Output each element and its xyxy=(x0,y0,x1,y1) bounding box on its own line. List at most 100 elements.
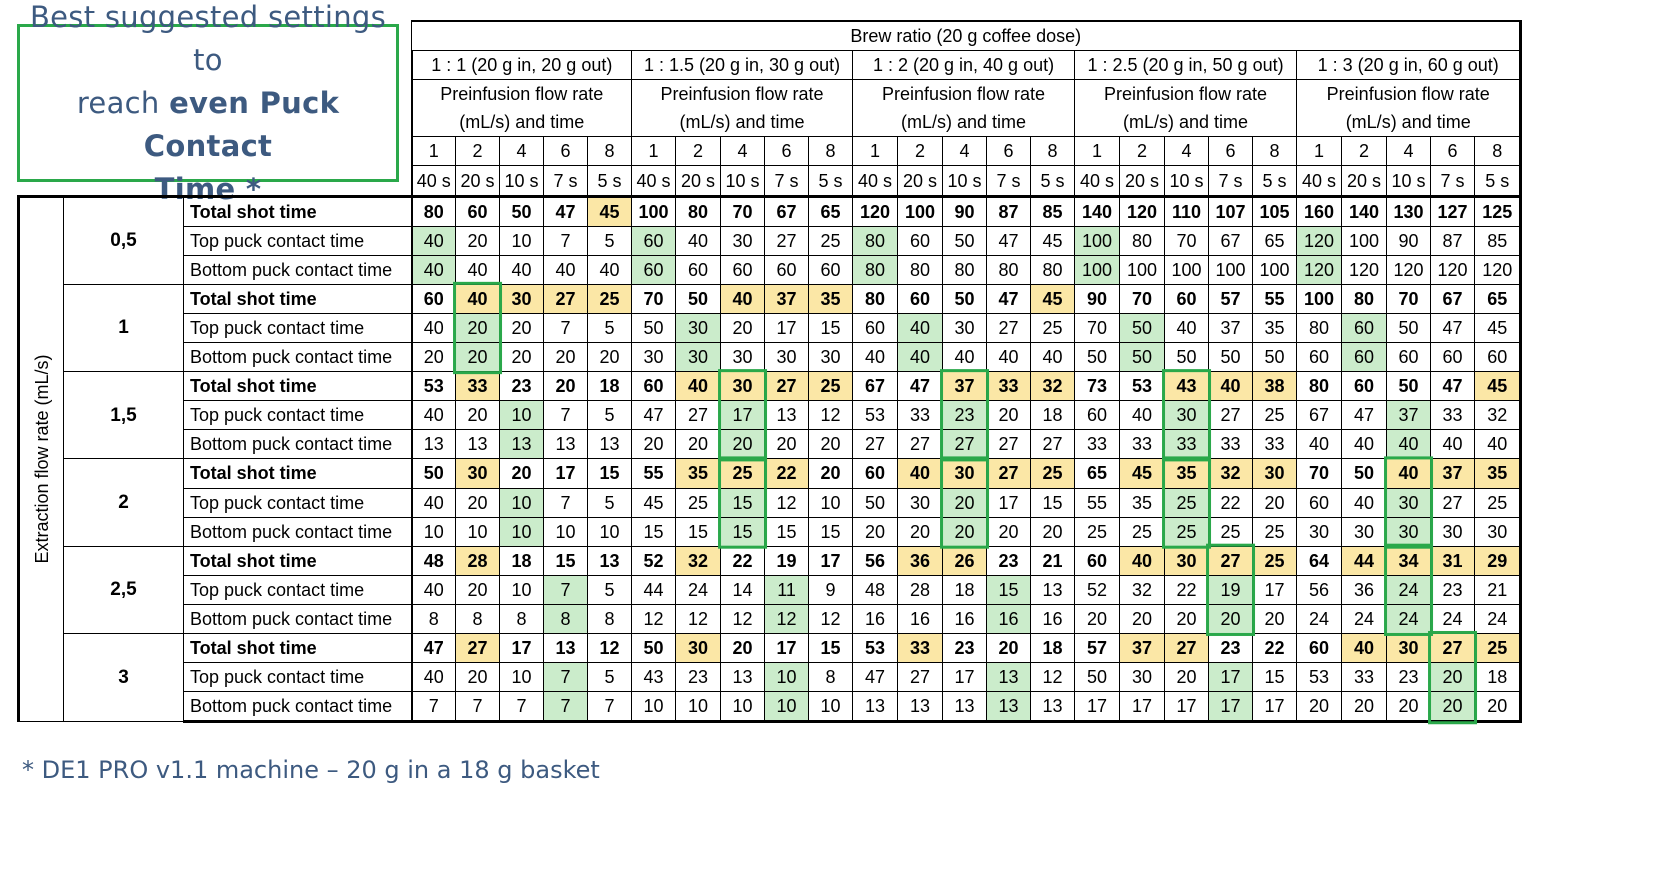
preinfusion-rate: 2 xyxy=(455,136,501,167)
value-cell: 25 xyxy=(1030,312,1076,344)
preinfusion-time: 40 s xyxy=(1074,165,1121,197)
value-cell: 32 xyxy=(1474,400,1523,431)
preinfusion-rate: 8 xyxy=(808,136,854,167)
value-cell: 27 xyxy=(1164,632,1210,664)
value-cell: 17 xyxy=(1074,691,1121,724)
value-cell: 20 xyxy=(455,574,501,605)
value-cell: 25 xyxy=(587,283,633,314)
row-label: Bottom puck contact time xyxy=(182,429,413,460)
value-cell: 100 xyxy=(1074,225,1121,256)
value-cell: 40 xyxy=(455,254,501,285)
preinfusion-rate: 4 xyxy=(499,136,545,167)
value-cell: 32 xyxy=(1030,371,1076,402)
value-cell: 80 xyxy=(852,254,899,285)
value-cell: 35 xyxy=(1474,458,1523,489)
value-cell: 13 xyxy=(720,662,766,693)
preinfusion-rate: 8 xyxy=(1030,136,1076,167)
preinfusion-time: 5 s xyxy=(587,165,633,197)
value-cell: 40 xyxy=(1474,429,1523,460)
ratio-group-header: 1 : 2 (20 g in, 40 g out) xyxy=(852,50,1076,81)
value-cell: 53 xyxy=(852,632,899,664)
value-cell: 30 xyxy=(675,312,722,344)
value-cell: 20 xyxy=(720,312,766,344)
value-cell: 13 xyxy=(897,691,944,724)
value-cell: 31 xyxy=(1430,545,1476,576)
value-cell: 25 xyxy=(720,458,766,489)
value-cell: 37 xyxy=(1208,312,1254,344)
value-cell: 25 xyxy=(808,225,854,256)
value-cell: 18 xyxy=(942,574,988,605)
extraction-flow-value: 0,5 xyxy=(63,194,184,285)
value-cell: 18 xyxy=(1474,662,1523,693)
value-cell: 60 xyxy=(1296,342,1343,373)
value-cell: 50 xyxy=(631,312,677,344)
value-cell: 24 xyxy=(1341,603,1388,634)
value-cell: 60 xyxy=(631,225,677,256)
value-cell: 5 xyxy=(587,662,633,693)
value-cell: 40 xyxy=(1030,342,1076,373)
value-cell: 19 xyxy=(1208,574,1254,605)
value-cell: 60 xyxy=(1430,342,1476,373)
value-cell: 20 xyxy=(455,225,501,256)
value-cell: 17 xyxy=(1164,691,1210,724)
preinfusion-rate: 6 xyxy=(1208,136,1254,167)
value-cell: 15 xyxy=(808,312,854,344)
value-cell: 47 xyxy=(543,194,589,227)
row-label: Bottom puck contact time xyxy=(182,691,413,724)
value-cell: 40 xyxy=(410,225,457,256)
value-cell: 37 xyxy=(1119,632,1166,664)
value-cell: 13 xyxy=(543,429,589,460)
preinfusion-rate: 8 xyxy=(1252,136,1298,167)
value-cell: 24 xyxy=(1474,603,1523,634)
value-cell: 20 xyxy=(1074,603,1121,634)
value-cell: 30 xyxy=(455,458,501,489)
value-cell: 40 xyxy=(499,254,545,285)
value-cell: 60 xyxy=(1386,342,1432,373)
value-cell: 17 xyxy=(764,632,810,664)
value-cell: 23 xyxy=(942,400,988,431)
preinfusion-header-line1: Preinfusion flow rate xyxy=(631,79,854,109)
row-label: Bottom puck contact time xyxy=(182,603,413,634)
preinfusion-rate: 1 xyxy=(410,136,457,167)
value-cell: 10 xyxy=(764,662,810,693)
value-cell: 47 xyxy=(897,371,944,402)
value-cell: 40 xyxy=(455,283,501,314)
value-cell: 5 xyxy=(587,312,633,344)
value-cell: 70 xyxy=(631,283,677,314)
blank-cell xyxy=(19,108,412,137)
value-cell: 56 xyxy=(1296,574,1343,605)
value-cell: 20 xyxy=(942,487,988,518)
row-label: Top puck contact time xyxy=(182,225,413,256)
extraction-flow-value: 3 xyxy=(63,632,184,723)
value-cell: 90 xyxy=(1074,283,1121,314)
value-cell: 40 xyxy=(897,312,944,344)
title-line-2-prefix: reach xyxy=(76,85,170,120)
preinfusion-rate: 2 xyxy=(897,136,944,167)
ratio-group-header: 1 : 2.5 (20 g in, 50 g out) xyxy=(1074,50,1298,81)
value-cell: 60 xyxy=(1074,400,1121,431)
value-cell: 120 xyxy=(1341,254,1388,285)
value-cell: 120 xyxy=(1296,254,1343,285)
value-cell: 60 xyxy=(1296,487,1343,518)
preinfusion-time: 10 s xyxy=(720,165,766,197)
value-cell: 20 xyxy=(720,632,766,664)
value-cell: 80 xyxy=(410,194,457,227)
footnote: * DE1 PRO v1.1 machine – 20 g in a 18 g … xyxy=(22,756,600,784)
value-cell: 140 xyxy=(1341,194,1388,227)
value-cell: 85 xyxy=(1030,194,1076,227)
value-cell: 25 xyxy=(1252,516,1298,547)
value-cell: 30 xyxy=(1386,516,1432,547)
value-cell: 25 xyxy=(1474,487,1523,518)
value-cell: 50 xyxy=(631,632,677,664)
value-cell: 27 xyxy=(897,662,944,693)
value-cell: 27 xyxy=(897,429,944,460)
value-cell: 64 xyxy=(1296,545,1343,576)
preinfusion-rate: 1 xyxy=(852,136,899,167)
value-cell: 105 xyxy=(1252,194,1298,227)
preinfusion-time: 10 s xyxy=(942,165,988,197)
value-cell: 33 xyxy=(1074,429,1121,460)
value-cell: 40 xyxy=(410,254,457,285)
row-label: Total shot time xyxy=(182,458,413,489)
value-cell: 23 xyxy=(1386,662,1432,693)
preinfusion-rate: 2 xyxy=(1119,136,1166,167)
